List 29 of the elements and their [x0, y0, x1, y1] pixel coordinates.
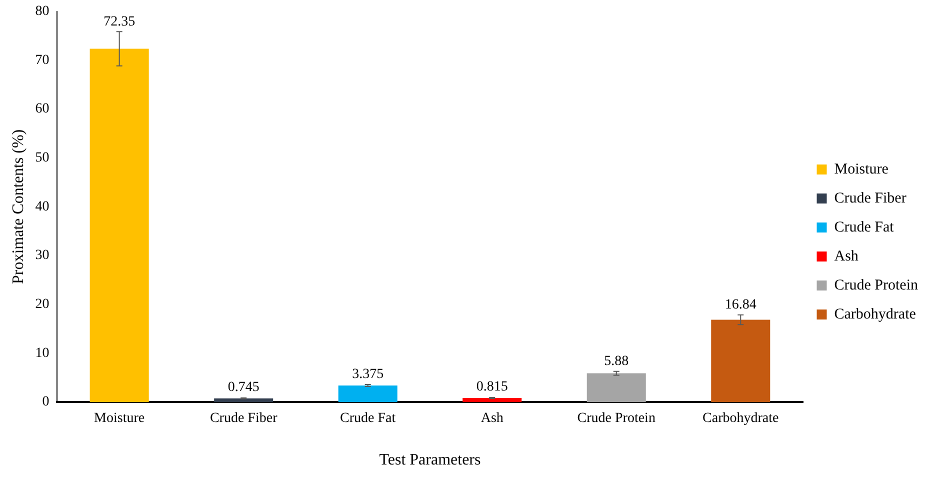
x-tick-label: Crude Fat	[340, 411, 396, 426]
y-tick-label: 20	[35, 297, 50, 312]
legend-label: Crude Fat	[834, 219, 895, 236]
y-tick-label: 30	[35, 248, 50, 264]
x-tick-label: Ash	[480, 411, 504, 426]
legend-label: Crude Fiber	[834, 190, 906, 206]
data-label: 5.88	[604, 354, 629, 370]
x-tick-label: Crude Protein	[577, 411, 656, 426]
legend-label: Moisture	[834, 161, 889, 178]
y-tick-label: 60	[35, 102, 50, 117]
data-label: 0.745	[228, 380, 260, 396]
y-tick-label: 40	[35, 199, 50, 214]
x-tick-label: Crude Fiber	[210, 411, 278, 426]
data-label: 3.375	[352, 367, 384, 382]
legend-label: Ash	[834, 248, 859, 264]
y-tick-label: 10	[35, 346, 50, 361]
x-tick-label: Carbohydrate	[702, 411, 779, 426]
legend-label: Crude Protein	[834, 277, 918, 294]
y-tick-label: 80	[35, 4, 50, 20]
data-label: 72.35	[104, 14, 136, 30]
legend-label: Carbohydrate	[834, 306, 916, 322]
data-label: 0.815	[476, 380, 508, 395]
y-tick-label: 50	[35, 150, 50, 166]
y-tick-label: 0	[42, 394, 50, 410]
y-tick-label: 70	[35, 52, 50, 68]
y-axis-title: Proximate Contents (%)	[10, 129, 27, 284]
x-tick-label: Moisture	[94, 411, 145, 426]
data-label: 16.84	[724, 298, 756, 313]
x-axis-title: Test Parameters	[379, 452, 481, 469]
